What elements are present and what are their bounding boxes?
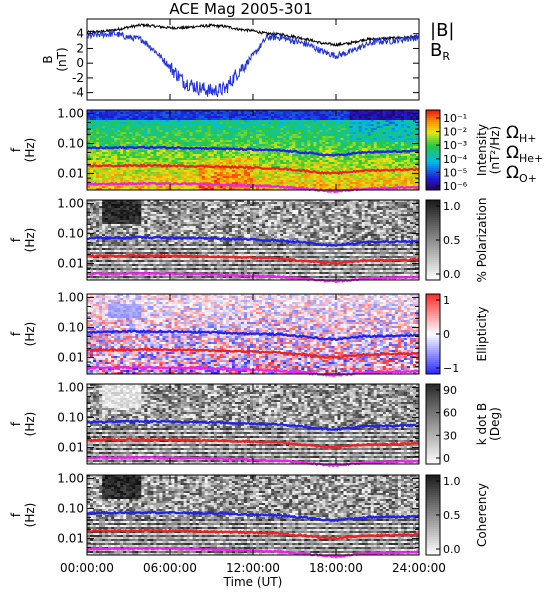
colorbar-tick-label: 10⁻⁵ — [443, 166, 467, 179]
spectrogram-intensity — [87, 110, 419, 192]
colorbar-intensity — [426, 110, 440, 191]
y-tick-label: 1.00 — [57, 106, 84, 120]
colorbar-tick-label: 10⁻² — [443, 126, 467, 139]
y-tick-label: -4 — [72, 86, 84, 100]
colorbar-tick-label: 10⁻³ — [443, 139, 467, 152]
spectrogram-polarization — [87, 200, 419, 282]
y-tick-label: -2 — [72, 71, 84, 85]
colorbar-tick-label: 10⁻¹ — [443, 112, 467, 125]
legend-label-magnitude: |B| — [430, 20, 454, 41]
colorbar-label: Intensity — [475, 124, 489, 176]
chart-title: ACE Mag 2005-301 — [169, 0, 312, 18]
y-axis-label: B — [41, 55, 55, 63]
colorbar-label: (nT²/Hz) — [488, 126, 502, 174]
y-tick-label: 0.10 — [57, 136, 84, 150]
colorbar-tick-label: 10⁻⁴ — [443, 153, 468, 166]
y-axis-label: f — [9, 147, 23, 152]
y-axis-label: (nT) — [55, 47, 69, 71]
colorbar-tick-label: 10⁻⁶ — [443, 180, 468, 193]
y-tick-label: 0 — [76, 56, 84, 70]
y-axis-label: (Hz) — [23, 138, 37, 163]
y-tick-label: 0.01 — [57, 166, 84, 180]
y-tick-label: 4 — [76, 27, 84, 41]
panel-field-frame — [87, 19, 419, 100]
y-tick-label: 2 — [76, 41, 84, 55]
legend-label-br: BR — [430, 40, 450, 63]
